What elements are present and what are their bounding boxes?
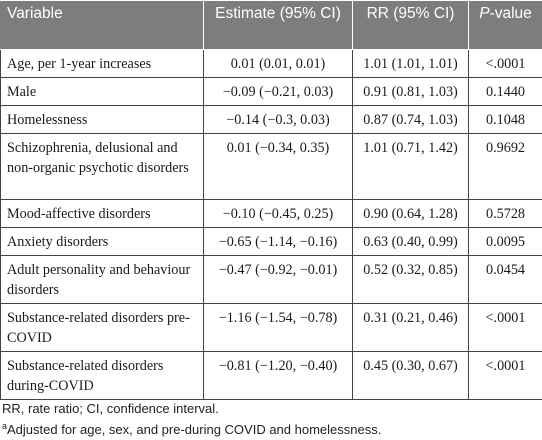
cell-variable: Age, per 1-year increases (0, 49, 204, 78)
cell-variable: Mood-affective disorders (0, 199, 204, 228)
cell-rr: 1.01 (0.71, 1.42) (352, 133, 469, 200)
cell-pvalue: <.0001 (468, 303, 542, 352)
footnote-a: aAdjusted for age, sex, and pre-during C… (2, 419, 381, 440)
cell-pvalue: 0.9692 (468, 133, 542, 200)
cell-rr: 0.87 (0.74, 1.03) (352, 105, 469, 134)
cell-rr: 0.63 (0.40, 0.99) (352, 227, 469, 256)
cell-variable: Anxiety disorders (0, 227, 204, 256)
cell-variable: Male (0, 77, 204, 106)
cell-variable: Homelessness (0, 105, 204, 134)
cell-pvalue: 0.0095 (468, 227, 542, 256)
cell-rr: 0.31 (0.21, 0.46) (352, 303, 469, 352)
header-rr: RR (95% CI) (352, 0, 469, 50)
header-pvalue-rest: -value (489, 5, 532, 22)
cell-estimate: −0.81 (−1.20, −0.40) (203, 351, 353, 400)
cell-pvalue: <.0001 (468, 49, 542, 78)
table-row: Substance-related disorders pre-COVID −1… (0, 303, 542, 352)
table-row: Homelessness −0.14 (−0.3, 0.03) 0.87 (0.… (0, 105, 542, 134)
table-row: Anxiety disorders −0.65 (−1.14, −0.16) 0… (0, 227, 542, 256)
results-table: Variable Estimate (95% CI) RR (95% CI) P… (0, 0, 542, 400)
cell-pvalue: 0.1440 (468, 77, 542, 106)
cell-estimate: −0.47 (−0.92, −0.01) (203, 255, 353, 304)
cell-estimate: −0.10 (−0.45, 0.25) (203, 199, 353, 228)
table-header-row: Variable Estimate (95% CI) RR (95% CI) P… (0, 0, 542, 50)
cell-pvalue: 0.5728 (468, 199, 542, 228)
cell-variable: Schizophrenia, delusional and non-organi… (0, 133, 204, 200)
cell-pvalue: 0.1048 (468, 105, 542, 134)
cell-estimate: −1.16 (−1.54, −0.78) (203, 303, 353, 352)
table-row: Adult personality and behaviour disorder… (0, 255, 542, 304)
table-row: Mood-affective disorders −0.10 (−0.45, 0… (0, 199, 542, 228)
footnote-a-text: Adjusted for age, sex, and pre-during CO… (7, 422, 382, 437)
header-variable: Variable (0, 0, 204, 50)
cell-rr: 1.01 (1.01, 1.01) (352, 49, 469, 78)
table-row: Age, per 1-year increases 0.01 (0.01, 0.… (0, 49, 542, 78)
footnote-abbreviations: RR, rate ratio; CI, confidence interval. (2, 401, 219, 416)
cell-estimate: −0.65 (−1.14, −0.16) (203, 227, 353, 256)
header-estimate: Estimate (95% CI) (203, 0, 353, 50)
table-row: Male −0.09 (−0.21, 0.03) 0.91 (0.81, 1.0… (0, 77, 542, 106)
cell-rr: 0.45 (0.30, 0.67) (352, 351, 469, 400)
table-footnotes: RR, rate ratio; CI, confidence interval.… (2, 398, 381, 440)
cell-estimate: 0.01 (0.01, 0.01) (203, 49, 353, 78)
header-pvalue: P-value (468, 0, 542, 50)
cell-estimate: −0.09 (−0.21, 0.03) (203, 77, 353, 106)
header-pvalue-italic: P (479, 5, 490, 22)
table-row: Schizophrenia, delusional and non-organi… (0, 133, 542, 200)
cell-rr: 0.90 (0.64, 1.28) (352, 199, 469, 228)
cell-estimate: 0.01 (−0.34, 0.35) (203, 133, 353, 200)
cell-estimate: −0.14 (−0.3, 0.03) (203, 105, 353, 134)
cell-variable: Substance-related disorders pre-COVID (0, 303, 204, 352)
table-row: Substance-related disorders during-COVID… (0, 351, 542, 400)
cell-pvalue: 0.0454 (468, 255, 542, 304)
cell-variable: Substance-related disorders during-COVID (0, 351, 204, 400)
cell-pvalue: <.0001 (468, 351, 542, 400)
cell-rr: 0.52 (0.32, 0.85) (352, 255, 469, 304)
cell-variable: Adult personality and behaviour disorder… (0, 255, 204, 304)
cell-rr: 0.91 (0.81, 1.03) (352, 77, 469, 106)
footnote-a-marker: a (2, 421, 8, 431)
